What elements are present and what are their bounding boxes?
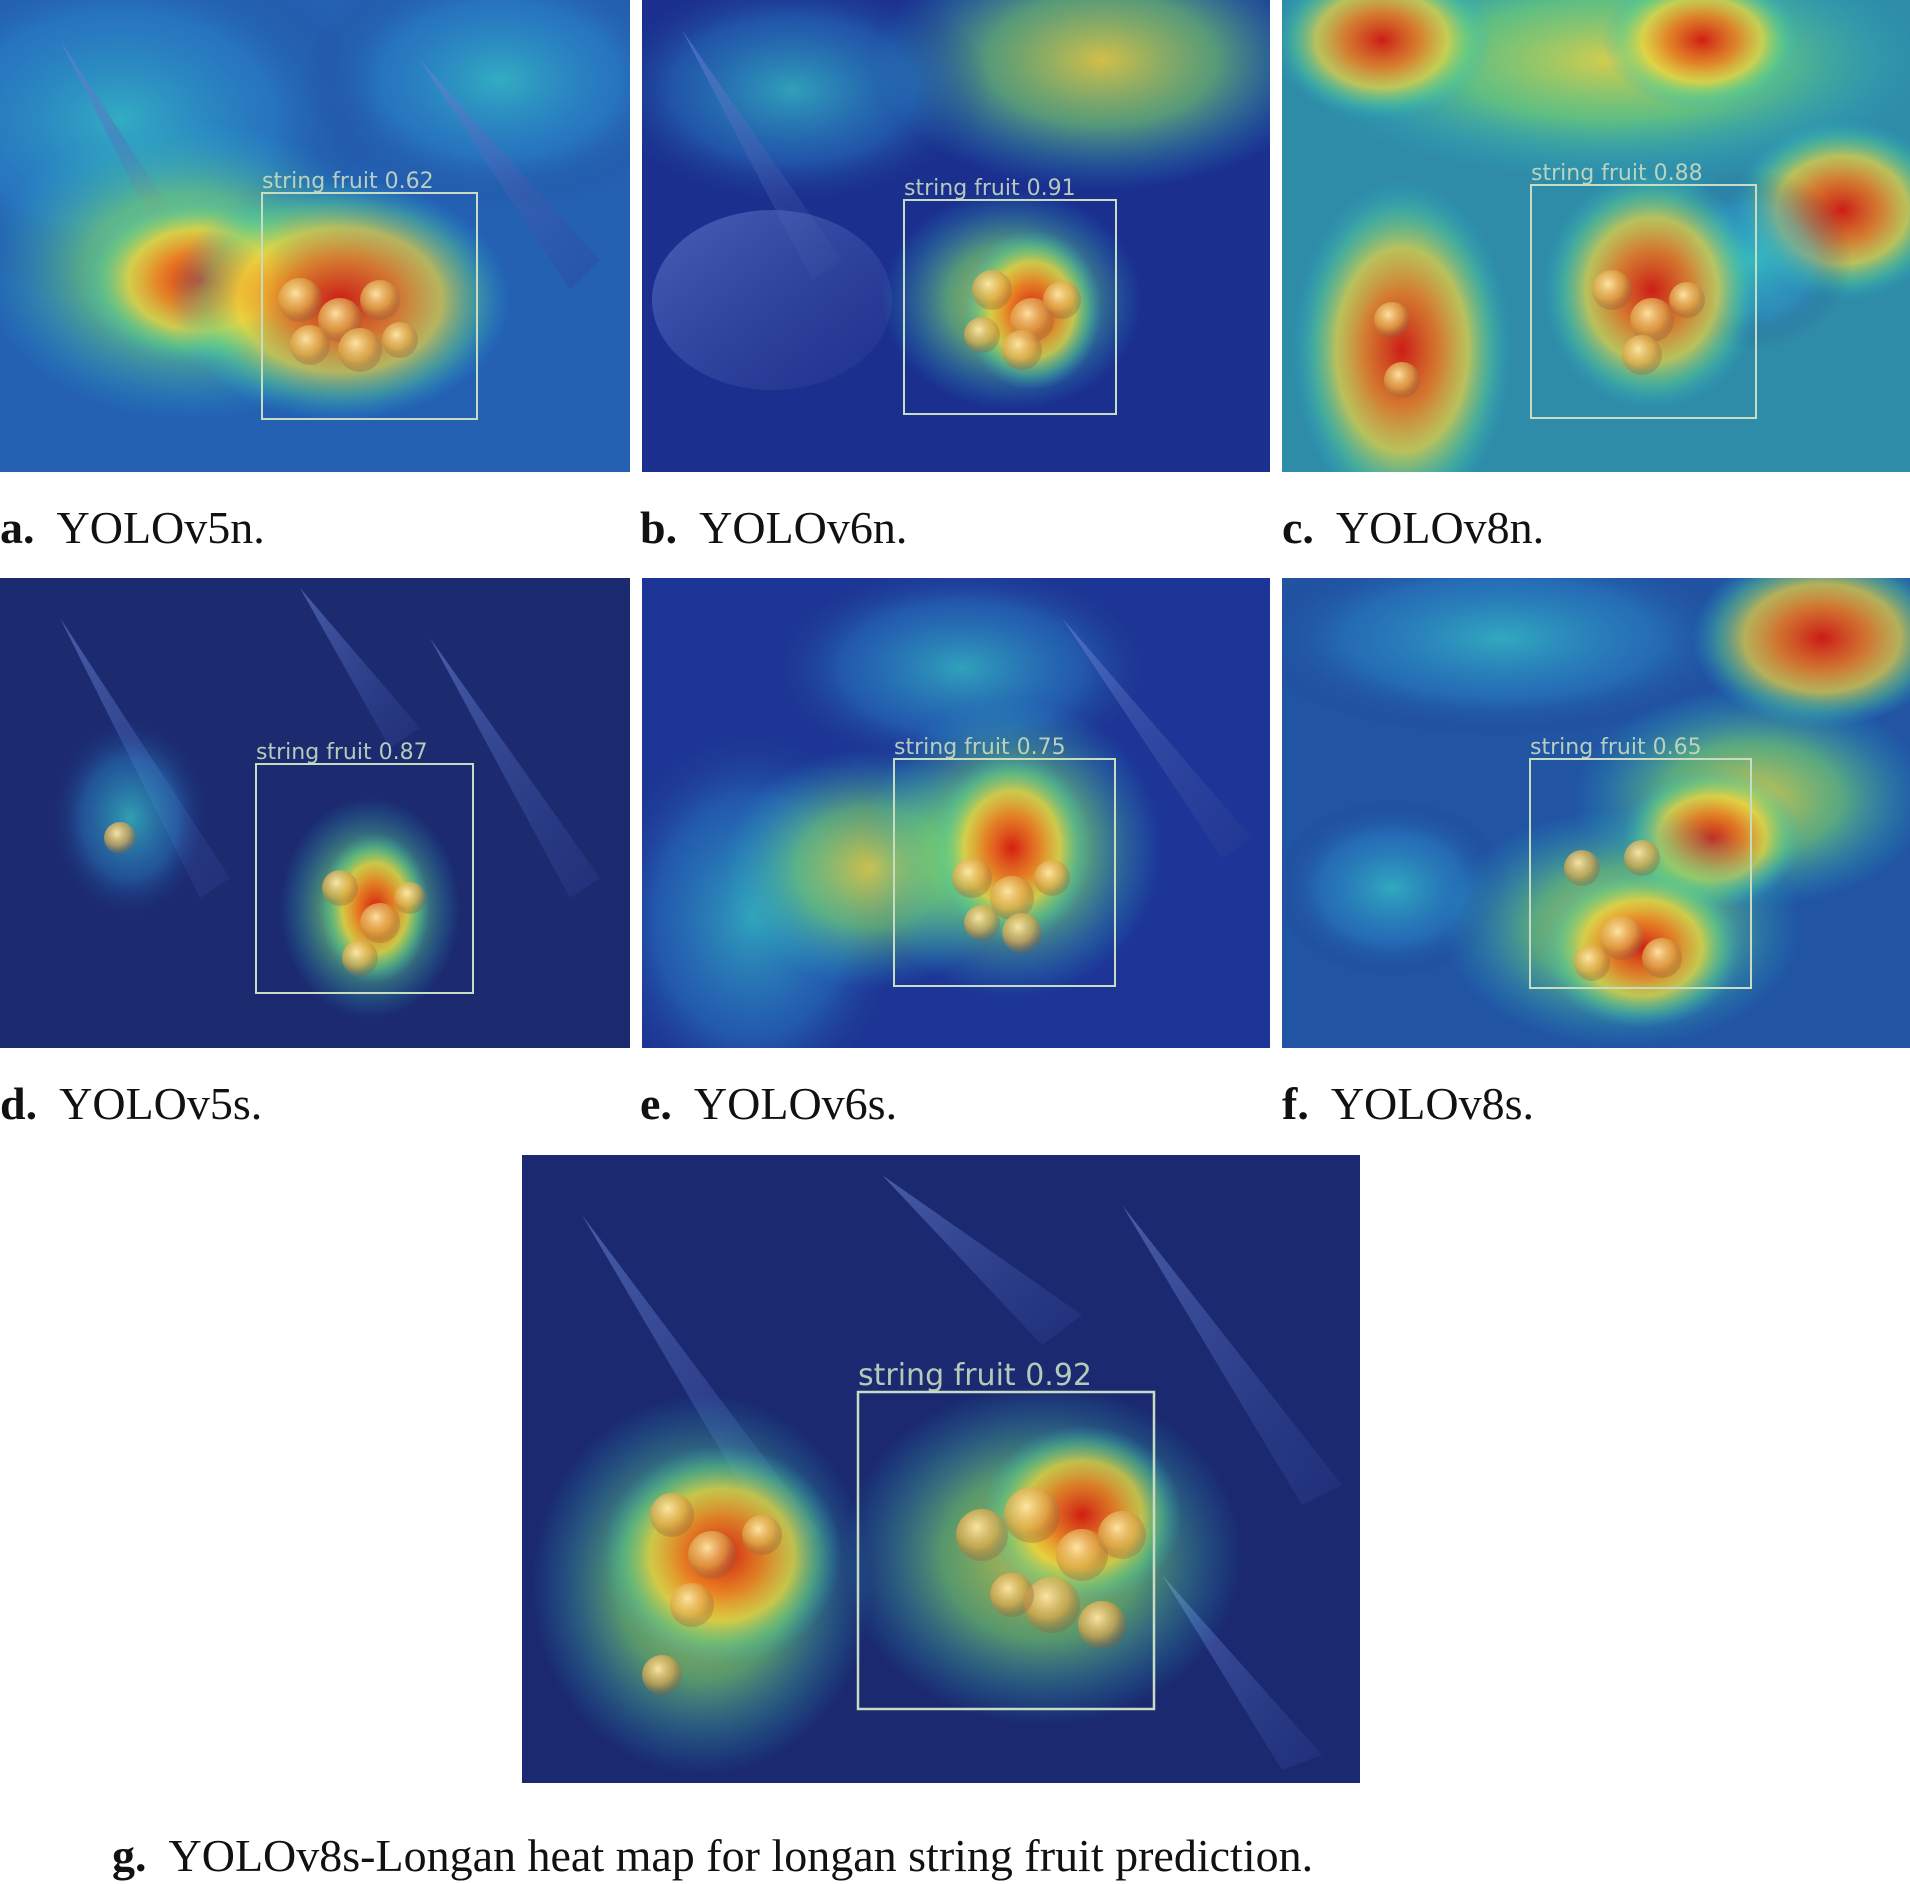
detection-label-e: string fruit 0.75 xyxy=(894,735,1066,760)
detection-label-a: string fruit 0.62 xyxy=(262,169,434,194)
heatmap-image-f: string fruit 0.65 xyxy=(1282,578,1910,1048)
caption-d: d. YOLOv5s. xyxy=(0,1078,262,1130)
caption-text-a: YOLOv5n. xyxy=(56,502,265,553)
caption-text-d: YOLOv5s. xyxy=(59,1078,263,1129)
caption-letter-e: e. xyxy=(640,1078,672,1129)
caption-a: a. YOLOv5n. xyxy=(0,502,265,554)
caption-letter-c: c. xyxy=(1282,502,1314,553)
caption-letter-f: f. xyxy=(1282,1078,1309,1129)
heatmap-image-a: string fruit 0.62 xyxy=(0,0,630,472)
caption-letter-d: d. xyxy=(0,1078,38,1129)
heatmap-panel-e: string fruit 0.75 xyxy=(642,578,1270,1048)
caption-e: e. YOLOv6s. xyxy=(640,1078,897,1130)
heatmap-image-d: string fruit 0.87 xyxy=(0,578,630,1048)
heatmap-image-b: string fruit 0.91 xyxy=(642,0,1270,472)
caption-b: b. YOLOv6n. xyxy=(640,502,907,554)
detection-label-d: string fruit 0.87 xyxy=(256,740,428,765)
heatmap-image-e: string fruit 0.75 xyxy=(642,578,1270,1048)
caption-g: g. YOLOv8s-Longan heat map for longan str… xyxy=(112,1830,1313,1882)
heatmap-image-c: string fruit 0.88 xyxy=(1282,0,1910,472)
caption-letter-a: a. xyxy=(0,502,35,553)
caption-text-e: YOLOv6s. xyxy=(693,1078,898,1129)
caption-c: c. YOLOv8n. xyxy=(1282,502,1544,554)
detection-label-g: string fruit 0.92 xyxy=(858,1358,1092,1393)
heatmap-panel-b: string fruit 0.91 xyxy=(642,0,1270,472)
caption-text-c: YOLOv8n. xyxy=(1335,502,1545,553)
heatmap-image-g: string fruit 0.92 xyxy=(522,1155,1360,1783)
caption-text-g: YOLOv8s-Longan heat map for longan strin… xyxy=(168,1830,1314,1881)
caption-letter-b: b. xyxy=(640,502,678,553)
heatmap-panel-d: string fruit 0.87 xyxy=(0,578,630,1048)
caption-letter-g: g. xyxy=(112,1830,147,1881)
heatmap-panel-g: string fruit 0.92 xyxy=(522,1155,1360,1783)
caption-text-b: YOLOv6n. xyxy=(699,502,908,553)
detection-label-f: string fruit 0.65 xyxy=(1530,735,1702,760)
heatmap-panel-a: string fruit 0.62 xyxy=(0,0,630,472)
detection-label-c: string fruit 0.88 xyxy=(1531,161,1703,186)
caption-text-f: YOLOv8s. xyxy=(1330,1078,1534,1129)
heatmap-panel-f: string fruit 0.65 xyxy=(1282,578,1910,1048)
detection-label-b: string fruit 0.91 xyxy=(904,176,1076,201)
heatmap-panel-c: string fruit 0.88 xyxy=(1282,0,1910,472)
caption-f: f. YOLOv8s. xyxy=(1282,1078,1534,1130)
